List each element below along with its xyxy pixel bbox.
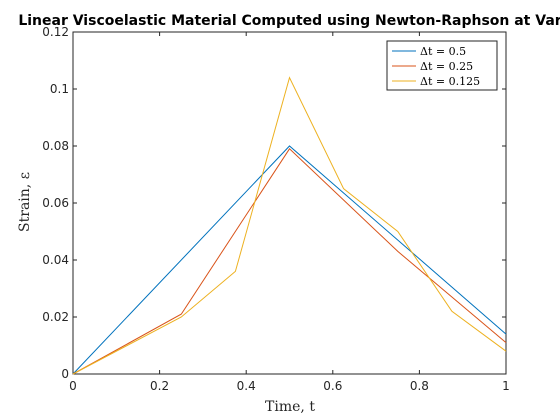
legend-label: Δt = 0.5	[420, 45, 466, 58]
y-tick-label: 0.1	[50, 82, 69, 96]
chart-title: Linear Viscoelastic Material Computed us…	[18, 13, 560, 29]
legend-label: Δt = 0.125	[420, 75, 480, 88]
plot-area: 0 0.2 0.4 0.6 0.8 1 0 0.02 0.04 0.06 0.08 0.1 0.12	[42, 25, 510, 393]
x-tick-label: 0	[69, 379, 77, 393]
x-tick-label: 0.4	[237, 379, 256, 393]
x-tick-label: 1	[502, 379, 510, 393]
x-tick-label: 0.8	[410, 379, 429, 393]
y-tick-label: 0	[61, 367, 69, 381]
y-tick-label: 0.02	[42, 310, 69, 324]
x-tick-label: 0.2	[150, 379, 169, 393]
series-line-1	[72, 145, 507, 375]
y-axis-label: Strain, ε	[17, 172, 33, 232]
legend-label: Δt = 0.25	[420, 60, 473, 73]
legend: Δt = 0.5 Δt = 0.25 Δt = 0.125	[386, 40, 498, 91]
y-tick-label: 0.08	[42, 139, 69, 153]
y-tick-label: 0.12	[42, 25, 69, 39]
x-tick-label: 0.6	[323, 379, 342, 393]
y-tick-label: 0.04	[42, 253, 69, 267]
series-line-3	[72, 76, 507, 375]
series-line-2	[72, 148, 507, 375]
x-axis-label: Time, t	[265, 399, 315, 415]
y-tick-label: 0.06	[42, 196, 69, 210]
